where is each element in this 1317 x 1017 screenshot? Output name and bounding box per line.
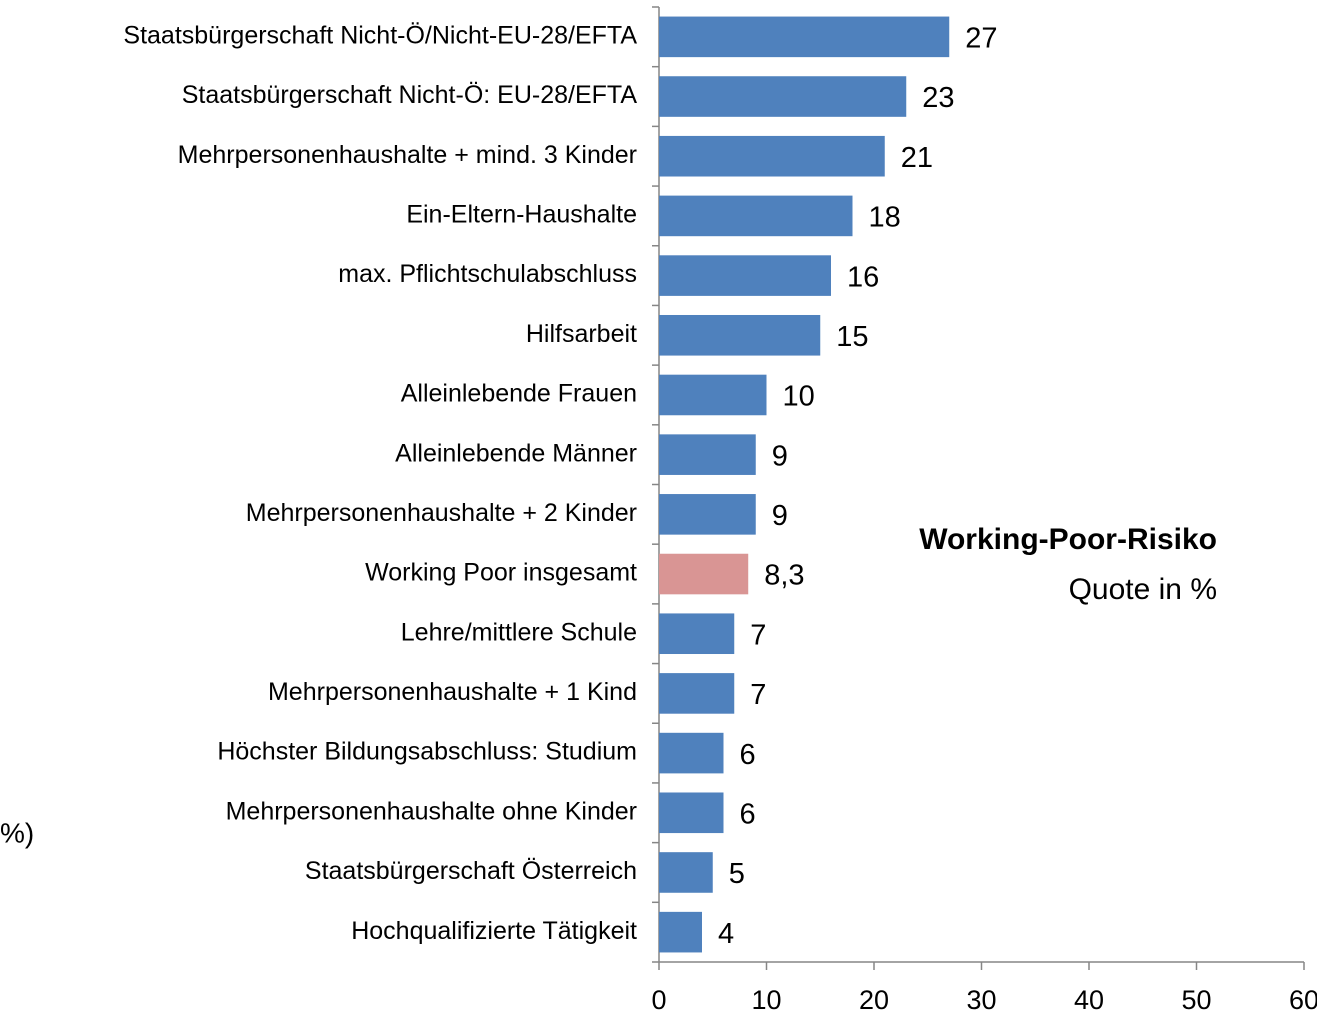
- value-label: 18: [869, 202, 901, 234]
- x-tick-label: 30: [966, 985, 996, 1015]
- y-tick-label: Höchster Bildungsabschluss: Studium: [217, 738, 637, 766]
- value-label: 9: [772, 440, 788, 472]
- y-tick-label: Staatsbürgerschaft Nicht-Ö: EU-28/EFTA: [182, 81, 638, 109]
- value-label: 6: [740, 798, 756, 830]
- x-tick-label: 50: [1181, 985, 1211, 1015]
- bar: [659, 911, 702, 953]
- value-label: 6: [740, 739, 756, 771]
- bar: [659, 16, 950, 58]
- chart-title: Working-Poor-Risiko: [919, 523, 1217, 556]
- y-tick-label: Hilfsarbeit: [526, 320, 637, 348]
- y-tick-label: Staatsbürgerschaft Nicht-Ö/Nicht-EU-28/E…: [123, 21, 637, 49]
- bar: [659, 76, 907, 117]
- bar: [659, 374, 767, 416]
- y-tick-label: Working Poor insgesamt: [365, 559, 637, 587]
- bar: [659, 135, 885, 177]
- y-tick-label: Hochqualifizierte Tätigkeit: [351, 917, 637, 945]
- chart-subtitle: Quote in %: [1069, 573, 1217, 606]
- x-tick-label: 60: [1289, 985, 1317, 1015]
- value-label: 4: [718, 918, 734, 950]
- bar: [659, 673, 735, 714]
- value-label: 16: [847, 261, 879, 293]
- value-label: 9: [772, 500, 788, 532]
- bar: [659, 553, 749, 595]
- y-tick-label: Mehrpersonenhaushalte ohne Kinder: [226, 797, 637, 825]
- x-tick-label: 10: [751, 985, 781, 1015]
- value-label: 10: [783, 381, 815, 413]
- value-label: 5: [729, 858, 745, 890]
- y-tick-label: Mehrpersonenhaushalte + 2 Kinder: [246, 499, 637, 527]
- x-tick-label: 0: [651, 985, 666, 1015]
- bar: [659, 314, 821, 356]
- bar: [659, 852, 713, 893]
- value-label: 21: [901, 142, 933, 174]
- bar: [659, 434, 756, 475]
- bar: [659, 255, 831, 296]
- value-label: 23: [922, 82, 954, 114]
- x-tick-label: 20: [859, 985, 889, 1015]
- y-tick-label: Alleinlebende Frauen: [401, 380, 637, 408]
- bar: [659, 195, 853, 237]
- bar: [659, 613, 735, 655]
- y-tick-label: Mehrpersonenhaushalte + mind. 3 Kinder: [178, 141, 637, 169]
- value-label: 27: [965, 23, 997, 55]
- y-tick-label: Lehre/mittlere Schule: [401, 618, 637, 646]
- y-tick-label: Ein-Eltern-Haushalte: [406, 201, 637, 229]
- y-tick-label: Staatsbürgerschaft Österreich: [305, 857, 637, 885]
- y-tick-label: Alleinlebende Männer: [395, 439, 637, 467]
- x-tick-label: 40: [1074, 985, 1104, 1015]
- bar: [659, 792, 724, 834]
- value-label: 7: [750, 619, 766, 651]
- annotation: %): [0, 817, 34, 848]
- y-tick-label: Mehrpersonenhaushalte + 1 Kind: [268, 678, 637, 706]
- bar: [659, 732, 724, 774]
- value-label: 15: [836, 321, 868, 353]
- value-label: 8,3: [764, 560, 804, 592]
- y-tick-label: max. Pflichtschulabschluss: [338, 260, 637, 288]
- value-label: 7: [750, 679, 766, 711]
- bar: [659, 494, 756, 535]
